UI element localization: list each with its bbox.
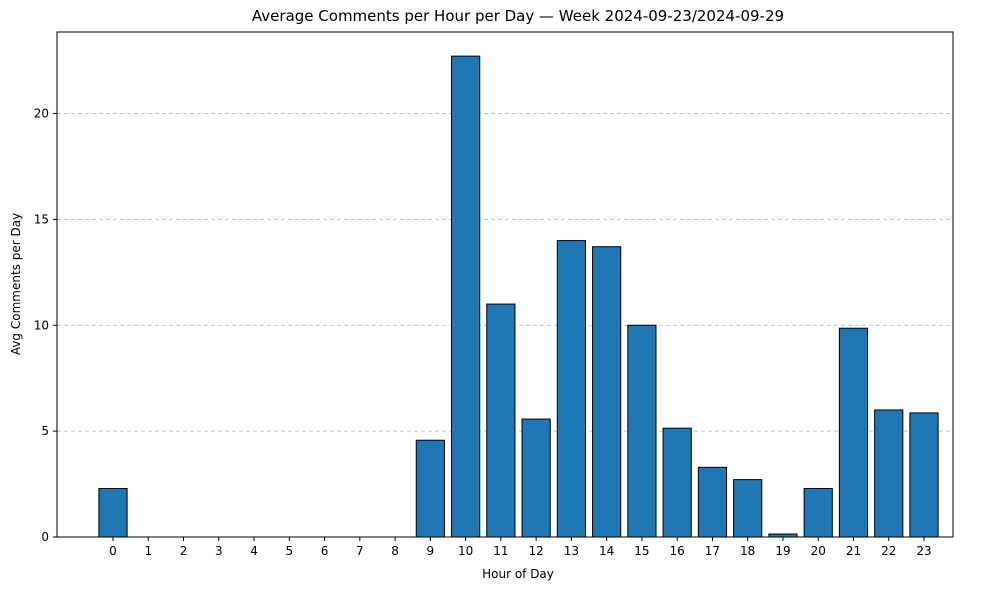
- x-axis-ticks: 0 1 2 3 4 5 6 7 8 9 10 11 12 13 14 15 16 17 18 19 20 21 22 23: [109, 537, 932, 558]
- x-tick-label: 18: [740, 544, 755, 558]
- x-tick-label: 13: [564, 544, 579, 558]
- y-tick-label: 20: [34, 107, 49, 121]
- bar-hour-14: [592, 246, 622, 538]
- bar-hour-20: [803, 488, 833, 538]
- bar-hour-10: [451, 55, 481, 538]
- x-tick-label: 16: [670, 544, 685, 558]
- x-axis-label: Hour of Day: [482, 567, 554, 581]
- y-tick-label: 10: [34, 318, 49, 332]
- x-tick-label: 0: [109, 544, 117, 558]
- x-tick-label: 23: [916, 544, 931, 558]
- y-axis-label: Avg Comments per Day: [9, 213, 23, 355]
- bar-hour-12: [521, 418, 551, 538]
- y-tick-label: 0: [41, 530, 49, 544]
- bar-hour-22: [874, 409, 904, 538]
- bar-hour-16: [662, 427, 692, 538]
- x-tick-label: 14: [599, 544, 614, 558]
- x-tick-label: 12: [528, 544, 543, 558]
- y-axis-ticks: 0 5 10 15 20: [34, 107, 57, 544]
- x-tick-label: 17: [705, 544, 720, 558]
- x-tick-label: 2: [180, 544, 188, 558]
- y-tick-label: 15: [34, 212, 49, 226]
- bar-hour-17: [697, 466, 728, 538]
- x-tick-label: 1: [144, 544, 152, 558]
- x-tick-label: 9: [427, 544, 435, 558]
- bar-hour-0: [98, 488, 128, 538]
- bar-hour-13: [556, 240, 586, 538]
- x-tick-label: 21: [846, 544, 861, 558]
- x-tick-label: 19: [775, 544, 790, 558]
- x-tick-label: 3: [215, 544, 223, 558]
- x-tick-label: 11: [493, 544, 508, 558]
- x-tick-label: 10: [458, 544, 473, 558]
- bar-hour-9: [415, 439, 445, 538]
- bars: [98, 55, 939, 538]
- bar-hour-11: [486, 303, 516, 538]
- bar-hour-21: [838, 327, 869, 538]
- x-tick-label: 15: [634, 544, 649, 558]
- plot-frame: [56, 31, 954, 538]
- x-tick-label: 8: [391, 544, 399, 558]
- x-tick-label: 4: [250, 544, 258, 558]
- bar-hour-18: [733, 479, 763, 538]
- x-tick-label: 20: [811, 544, 826, 558]
- chart-title: Average Comments per Hour per Day — Week…: [252, 7, 784, 25]
- bar-hour-23: [909, 412, 939, 538]
- y-tick-label: 5: [41, 424, 49, 438]
- x-tick-label: 22: [881, 544, 896, 558]
- bar-hour-15: [627, 324, 657, 538]
- x-tick-label: 5: [285, 544, 293, 558]
- x-tick-label: 6: [321, 544, 329, 558]
- x-tick-label: 7: [356, 544, 364, 558]
